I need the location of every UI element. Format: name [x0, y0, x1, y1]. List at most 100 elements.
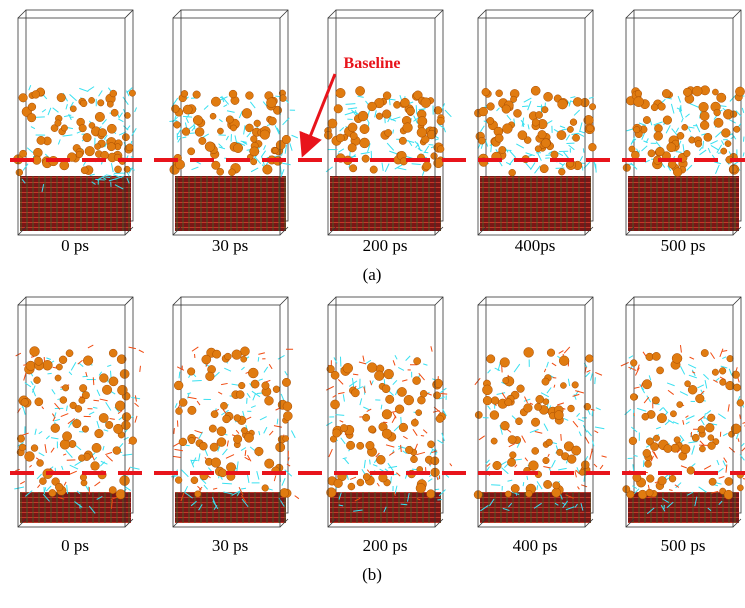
orange-bead — [709, 478, 716, 485]
orange-bead — [735, 87, 744, 96]
orange-bead — [542, 106, 548, 112]
red-chain — [525, 458, 528, 461]
orange-bead — [336, 88, 345, 97]
cyan-chain — [580, 131, 585, 133]
cyan-chain — [338, 149, 344, 152]
orange-bead — [427, 441, 434, 448]
cyan-chain — [227, 111, 235, 113]
cyan-chain — [637, 408, 646, 411]
orange-bead — [653, 435, 659, 441]
box-edge — [435, 297, 443, 305]
cyan-chain — [326, 422, 332, 425]
cyan-chain — [678, 96, 680, 103]
orange-bead — [49, 489, 56, 496]
orange-bead — [81, 167, 88, 174]
orange-bead — [700, 121, 709, 130]
red-chain — [63, 454, 66, 455]
cyan-chain — [445, 110, 451, 117]
red-chain — [509, 443, 515, 446]
red-chain — [479, 436, 485, 440]
orange-bead — [720, 379, 727, 386]
orange-bead — [536, 395, 544, 403]
red-chain — [602, 456, 607, 457]
time-label: 500 ps — [661, 236, 706, 255]
orange-bead — [248, 368, 258, 378]
cyan-chain — [258, 357, 259, 361]
cyan-chain — [687, 127, 694, 128]
orange-bead — [698, 426, 705, 433]
orange-bead — [505, 399, 512, 406]
cyan-chain — [186, 445, 190, 446]
orange-bead — [102, 385, 112, 395]
orange-bead — [635, 90, 642, 97]
red-chain — [450, 463, 452, 466]
orange-bead — [174, 381, 183, 390]
orange-bead — [129, 437, 137, 445]
orange-bead — [418, 116, 427, 125]
cyan-chain — [699, 150, 706, 155]
cyan-chain — [250, 447, 254, 451]
cyan-chain — [89, 412, 94, 415]
box-edge — [280, 10, 288, 18]
cyan-chain — [253, 393, 256, 400]
cyan-chain — [568, 379, 569, 386]
orange-bead — [27, 113, 36, 122]
orange-bead — [226, 116, 234, 124]
substrate — [628, 176, 739, 231]
orange-bead — [370, 166, 377, 173]
cyan-chain — [239, 111, 242, 118]
orange-bead — [107, 124, 116, 133]
red-chain — [575, 391, 584, 393]
cyan-chain — [187, 393, 191, 394]
orange-bead — [263, 165, 273, 175]
orange-bead — [712, 89, 718, 95]
red-chain — [36, 458, 39, 460]
orange-bead — [692, 86, 702, 96]
cyan-chain — [48, 108, 51, 115]
orange-bead — [91, 462, 100, 471]
red-chain — [559, 351, 564, 354]
red-chain — [51, 448, 54, 453]
cyan-chain — [629, 356, 633, 359]
red-chain — [515, 465, 517, 468]
red-chain — [581, 485, 587, 487]
red-chain — [681, 466, 687, 468]
red-chain — [413, 429, 417, 435]
cyan-chain — [697, 385, 703, 388]
orange-bead — [82, 426, 89, 433]
red-chain — [370, 380, 372, 385]
orange-bead — [478, 137, 485, 144]
orange-bead — [705, 423, 714, 432]
orange-bead — [704, 133, 712, 141]
substrate — [20, 492, 131, 523]
substrate — [20, 176, 131, 231]
orange-bead — [122, 421, 131, 430]
orange-bead — [568, 405, 575, 412]
cyan-chain — [247, 132, 251, 137]
cyan-chain — [52, 389, 55, 394]
orange-bead — [39, 478, 46, 485]
cyan-chain — [79, 363, 83, 367]
snapshot: 500 ps — [623, 10, 745, 255]
orange-bead — [534, 403, 541, 410]
orange-bead — [393, 101, 400, 108]
cyan-chain — [569, 101, 570, 106]
cyan-chain — [391, 476, 392, 483]
red-chain — [258, 353, 264, 355]
orange-bead — [437, 117, 445, 125]
orange-bead — [401, 98, 410, 107]
orange-bead — [126, 144, 133, 151]
cyan-chain — [343, 394, 344, 401]
cyan-chain — [372, 381, 374, 385]
red-chain — [213, 488, 217, 489]
cyan-chain — [123, 97, 128, 105]
cyan-chain — [596, 164, 597, 173]
orange-bead — [232, 350, 242, 360]
red-chain — [669, 490, 672, 491]
cyan-chain — [667, 383, 675, 386]
cyan-chain — [191, 167, 198, 170]
cyan-chain — [95, 179, 104, 180]
orange-bead — [328, 119, 337, 128]
red-chain — [402, 380, 407, 382]
cyan-chain — [696, 124, 700, 132]
